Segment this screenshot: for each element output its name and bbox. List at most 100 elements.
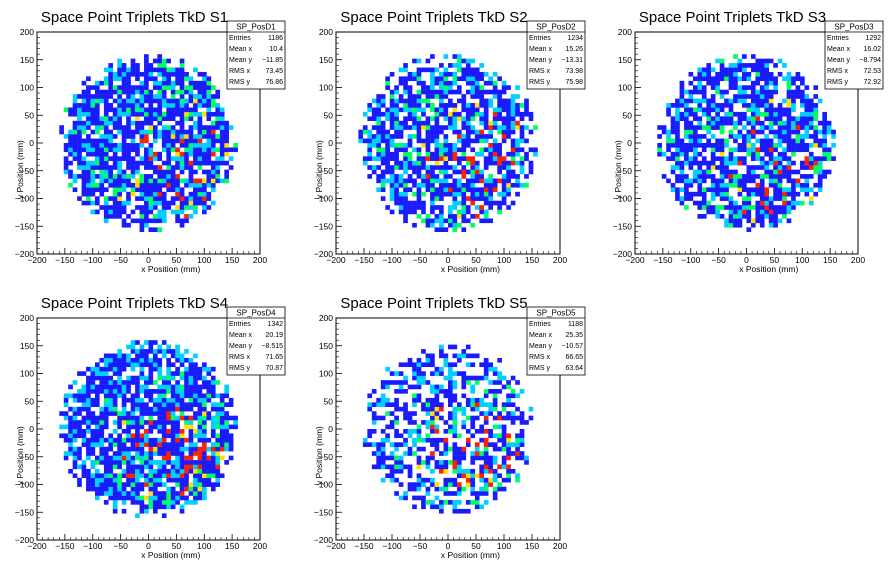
heatmap-bin <box>403 98 408 104</box>
heatmap-bin <box>126 353 131 359</box>
heatmap-bin <box>202 402 207 407</box>
heatmap-bin <box>416 397 422 403</box>
heatmap-bin <box>193 393 198 399</box>
heatmap-bin <box>439 366 444 372</box>
heatmap-bin <box>791 94 796 99</box>
heatmap-bin <box>385 116 390 121</box>
heatmap-bin <box>210 187 216 193</box>
heatmap-bin <box>77 125 82 130</box>
x-tick-label: −50 <box>413 255 428 265</box>
heatmap-bin <box>786 103 792 108</box>
heatmap-bin <box>139 482 145 487</box>
heatmap-bin <box>470 384 476 390</box>
heatmap-bin <box>719 58 725 64</box>
heatmap-bin <box>117 349 122 354</box>
heatmap-bin <box>737 98 743 104</box>
heatmap-bin <box>434 429 440 434</box>
heatmap-bin <box>831 129 836 135</box>
heatmap-bin <box>152 500 158 505</box>
heatmap-bin <box>407 160 413 166</box>
heatmap-bin <box>456 491 462 496</box>
heatmap-bin <box>786 89 792 95</box>
heatmap-bin <box>483 500 489 505</box>
heatmap-bin <box>416 76 422 82</box>
heatmap-bin <box>737 134 743 139</box>
heatmap-bin <box>86 85 91 90</box>
heatmap-bin <box>103 138 109 144</box>
heatmap-bin <box>679 178 685 184</box>
heatmap-bin <box>434 482 440 487</box>
heatmap-bin <box>144 134 149 139</box>
heatmap-bin <box>139 411 145 416</box>
heatmap-bin <box>188 125 194 130</box>
heatmap-bin <box>479 187 485 193</box>
heatmap-bin <box>161 491 167 496</box>
heatmap-bin <box>135 482 140 487</box>
stats-label: Mean y <box>827 57 850 64</box>
heatmap-bin <box>733 209 738 215</box>
y-tick-label: 200 <box>20 313 34 323</box>
heatmap-bin <box>193 80 198 86</box>
heatmap-bin <box>117 178 122 184</box>
plot-title: Space Point Triplets TkD S4 <box>41 295 228 312</box>
heatmap-bin <box>759 165 765 170</box>
heatmap-bin <box>126 182 131 188</box>
heatmap-bin <box>219 151 225 157</box>
heatmap-bin <box>439 209 444 215</box>
heatmap-bin <box>130 209 136 215</box>
heatmap-bin <box>768 76 774 82</box>
heatmap-bin <box>135 120 140 126</box>
heatmap-bin <box>389 468 395 474</box>
heatmap-bin <box>193 182 198 188</box>
heatmap-bin <box>90 165 96 170</box>
heatmap-bin <box>224 134 229 139</box>
heatmap-bin <box>439 227 444 232</box>
heatmap-bin <box>488 433 493 439</box>
heatmap-bin <box>768 196 774 201</box>
heatmap-bin <box>179 103 185 108</box>
heatmap-bin <box>684 187 689 193</box>
heatmap-bin <box>804 160 810 166</box>
heatmap-bin <box>94 397 100 403</box>
heatmap-bin <box>742 187 747 193</box>
heatmap-bin <box>99 98 105 104</box>
heatmap-bin <box>501 477 507 483</box>
heatmap-bin <box>786 111 792 117</box>
heatmap-bin <box>126 415 131 421</box>
heatmap-bin <box>684 196 689 201</box>
heatmap-bin <box>210 134 216 139</box>
heatmap-bin <box>385 464 390 470</box>
heatmap-bin <box>421 182 426 188</box>
heatmap-bin <box>130 455 136 461</box>
heatmap-bin <box>394 160 399 166</box>
heatmap-bin <box>170 353 176 359</box>
heatmap-bin <box>161 111 167 117</box>
heatmap-bin <box>461 214 467 219</box>
heatmap-bin <box>202 111 207 117</box>
heatmap-bin <box>99 357 105 363</box>
heatmap-bin <box>175 473 180 479</box>
heatmap-bin <box>197 182 203 188</box>
heatmap-bin <box>197 393 203 399</box>
heatmap-bin <box>108 460 114 465</box>
heatmap-bin <box>470 477 476 483</box>
y-tick-label: −50 <box>20 166 35 176</box>
heatmap-bin <box>112 429 118 434</box>
heatmap-bin <box>170 495 176 501</box>
heatmap-bin <box>421 495 426 501</box>
heatmap-bin <box>126 200 131 206</box>
heatmap-bin <box>126 344 131 350</box>
heatmap-bin <box>139 460 145 465</box>
heatmap-bin <box>764 116 769 121</box>
heatmap-bin <box>808 116 814 121</box>
heatmap-bin <box>135 63 140 68</box>
heatmap-bin <box>412 486 417 492</box>
heatmap-bin <box>130 411 136 416</box>
heatmap-bin <box>166 446 171 452</box>
heatmap-bin <box>506 191 511 197</box>
heatmap-bin <box>479 451 485 456</box>
heatmap-bin <box>670 156 676 161</box>
heatmap-bin <box>108 169 114 175</box>
heatmap-bin <box>157 349 163 354</box>
heatmap-bin <box>510 389 516 394</box>
